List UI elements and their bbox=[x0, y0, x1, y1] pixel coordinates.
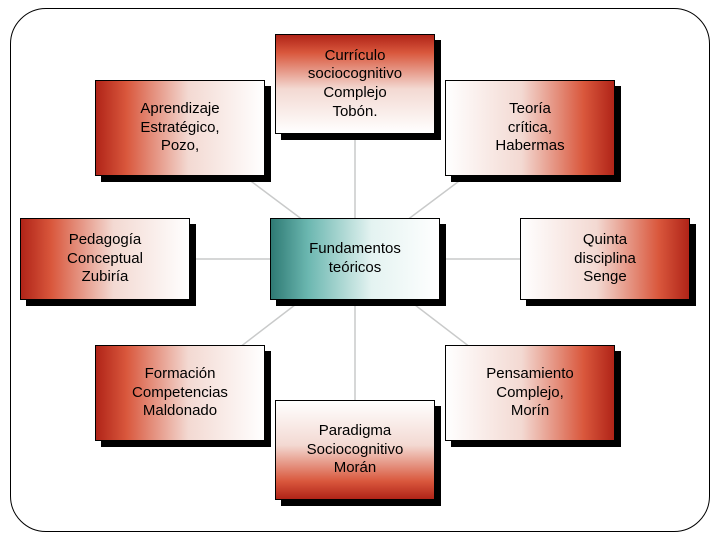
node-bottom_right: Pensamiento Complejo, Morín bbox=[445, 345, 615, 441]
node-bottom_left: Formación Competencias Maldonado bbox=[95, 345, 265, 441]
node-top_right: Teoría crítica, Habermas bbox=[445, 80, 615, 176]
node-right: Quinta disciplina Senge bbox=[520, 218, 690, 300]
node-bottom: Paradigma Sociocognitivo Morán bbox=[275, 400, 435, 500]
node-center: Fundamentos teóricos bbox=[270, 218, 440, 300]
node-top: Currículo sociocognitivo Complejo Tobón. bbox=[275, 34, 435, 134]
node-left: Pedagogía Conceptual Zubiría bbox=[20, 218, 190, 300]
node-top_left: Aprendizaje Estratégico, Pozo, bbox=[95, 80, 265, 176]
